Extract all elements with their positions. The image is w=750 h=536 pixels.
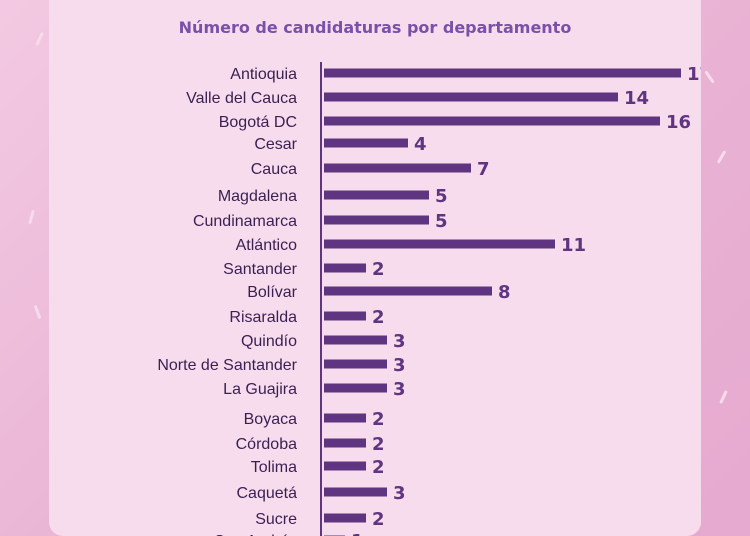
bar xyxy=(324,263,366,273)
category-label: San Andrés xyxy=(214,533,297,536)
bar xyxy=(324,190,429,200)
bar xyxy=(324,92,618,102)
bar xyxy=(324,116,660,126)
value-label: 17 xyxy=(687,64,701,85)
category-label: Tolima xyxy=(251,459,297,476)
category-label: Córdoba xyxy=(236,436,297,453)
value-label: 3 xyxy=(393,331,406,352)
chart-title: Número de candidaturas por departamento xyxy=(178,18,572,37)
bar xyxy=(324,461,366,471)
category-label: Antioquia xyxy=(230,66,297,83)
category-label: Cesar xyxy=(254,136,297,153)
category-label: Cundinamarca xyxy=(193,213,297,230)
value-label: 14 xyxy=(624,88,649,109)
category-label: Valle del Cauca xyxy=(186,90,297,107)
category-label: Norte de Santander xyxy=(157,357,297,374)
bar xyxy=(324,286,492,296)
category-label: Quindío xyxy=(241,333,297,350)
background-dash xyxy=(704,70,715,84)
category-label: Boyaca xyxy=(244,411,297,428)
bar xyxy=(324,413,366,423)
bar xyxy=(324,163,471,173)
bar xyxy=(324,513,366,523)
value-label: 3 xyxy=(393,379,406,400)
bar xyxy=(324,487,387,497)
value-label: 2 xyxy=(372,409,385,430)
bar xyxy=(324,68,681,78)
background-dash xyxy=(35,32,44,46)
value-label: 2 xyxy=(372,434,385,455)
bar xyxy=(324,359,387,369)
chart-card: Número de candidaturas por departamento … xyxy=(49,0,701,536)
background-dash xyxy=(33,304,42,320)
value-label: 16 xyxy=(666,112,691,133)
category-label: Atlántico xyxy=(236,237,297,254)
category-label: Magdalena xyxy=(218,188,297,205)
background-dash xyxy=(719,390,728,404)
value-label: 2 xyxy=(372,509,385,530)
bar xyxy=(324,138,408,148)
category-label: Bolívar xyxy=(247,284,297,301)
background-dash xyxy=(28,209,35,225)
category-label: La Guajira xyxy=(223,381,297,398)
category-label: Caquetá xyxy=(237,485,298,502)
value-label: 1 xyxy=(351,531,364,536)
category-label: Risaralda xyxy=(229,309,297,326)
value-label: 7 xyxy=(477,159,490,180)
value-label: 8 xyxy=(498,282,511,303)
bar xyxy=(324,215,429,225)
bar xyxy=(324,438,366,448)
value-label: 2 xyxy=(372,307,385,328)
value-label: 4 xyxy=(414,134,427,155)
value-label: 3 xyxy=(393,355,406,376)
bar xyxy=(324,335,387,345)
bar xyxy=(324,311,366,321)
category-label: Santander xyxy=(223,261,298,278)
category-label: Sucre xyxy=(255,511,297,528)
value-label: 3 xyxy=(393,483,406,504)
value-label: 5 xyxy=(435,211,448,232)
category-label: Bogotá DC xyxy=(219,114,297,131)
background-dash xyxy=(716,150,727,164)
bar xyxy=(324,239,555,249)
bar xyxy=(324,383,387,393)
value-label: 2 xyxy=(372,259,385,280)
value-label: 11 xyxy=(561,235,586,256)
value-label: 5 xyxy=(435,186,448,207)
value-label: 2 xyxy=(372,457,385,478)
category-label: Cauca xyxy=(251,161,297,178)
